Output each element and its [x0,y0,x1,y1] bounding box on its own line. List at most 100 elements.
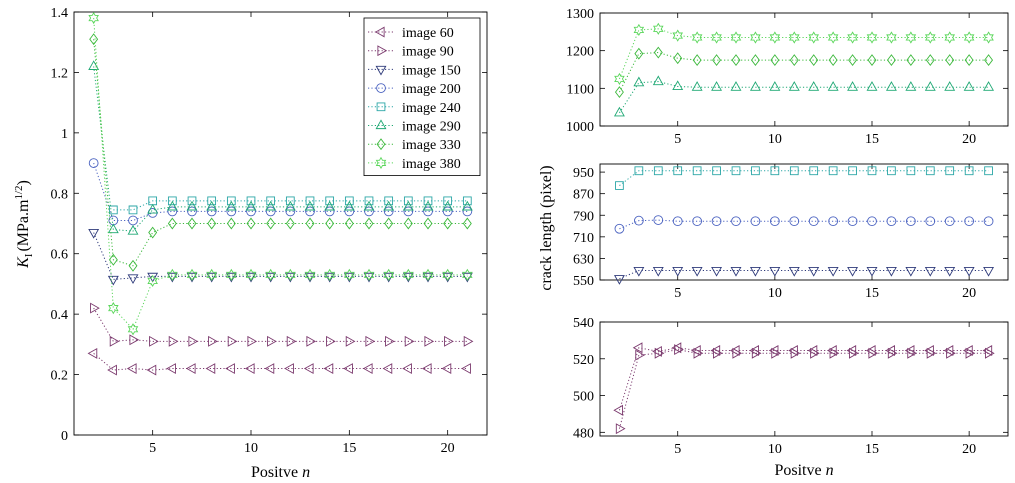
data-point [770,54,780,67]
data-point [924,266,936,277]
data-point [362,363,373,374]
data-point [925,216,936,227]
data-point [188,335,199,347]
data-point [285,268,296,281]
series-line [93,232,468,280]
data-point [652,345,662,357]
data-point [324,206,335,217]
data-point [985,347,995,359]
data-point [207,196,217,206]
data-point [108,302,119,315]
y-tick-label: 0.4 [51,308,69,323]
data-point [128,215,138,226]
data-point [731,216,741,227]
legend-item: image 290 [368,119,461,135]
data-point [672,80,684,91]
data-point [633,266,645,277]
data-point [424,335,435,347]
data-point [246,206,256,217]
data-point [383,200,395,211]
data-point [827,81,839,91]
data-point [305,196,315,206]
data-point [691,81,703,91]
data-point [442,268,453,281]
data-point [441,363,452,374]
legend-label: image 60 [402,26,454,41]
series-image-90 [90,302,474,347]
data-point [225,363,235,374]
data-point [167,217,177,230]
data-point [246,196,256,206]
data-point [771,347,781,359]
data-point [383,268,394,281]
data-point [323,363,334,374]
data-point [693,347,704,359]
data-point [343,363,353,374]
data-point [964,216,975,227]
data-point [266,196,276,206]
x-tick-label: 15 [865,286,879,301]
data-point [633,76,645,87]
data-point [88,60,100,70]
data-point [963,81,975,91]
legend-marker [375,119,387,130]
data-point [364,206,374,217]
data-point [750,54,760,67]
legend-marker [376,138,386,151]
x-tick-label: 20 [441,441,455,456]
legend-item: image 330 [368,138,461,153]
data-point [653,166,663,176]
data-point [885,345,895,356]
chart-right-top: 5 10 15 20 1000 1100 1200 1300 [566,7,1009,147]
data-point [267,335,277,347]
data-point [107,223,119,234]
data-point [691,31,703,44]
data-point [964,54,974,67]
legend-box [363,17,481,177]
legend-item: image 90 [368,45,454,60]
data-point [672,29,683,42]
data-point [403,217,413,230]
data-point [226,217,236,230]
x-tick-label: 20 [962,132,976,147]
data-point [344,217,354,230]
data-point [365,335,376,347]
data-point [88,11,99,25]
series-right-middle-2 [615,166,993,190]
data-point [751,166,760,176]
data-point [847,81,859,91]
data-point [265,268,276,281]
data-point [926,347,937,359]
x-tick-label: 15 [865,132,879,147]
data-point [634,47,644,60]
series-line [618,349,989,429]
data-point [384,196,394,206]
data-point [691,345,701,356]
data-point [128,259,138,272]
data-point [943,345,954,356]
data-point [443,196,453,206]
x-tick-label: 10 [768,286,782,301]
data-point [691,266,703,277]
data-point [983,31,994,44]
data-point [344,268,355,281]
data-point [186,200,198,211]
data-point [382,363,393,374]
data-point [128,205,138,215]
data-point [906,54,916,67]
legend-marker [376,83,386,93]
y-tick-label: 790 [573,209,594,224]
chart-right-middle: 5 10 15 20 550 630 710 790 870 950 crack length (p… [538,163,1009,301]
data-point [402,200,414,211]
data-point [905,81,917,91]
legend-item: image 380 [368,156,461,172]
data-point [88,228,100,239]
legend: image 60 image 90 image 150 image 200 image … [363,17,481,177]
legend-label: image 330 [402,138,461,153]
data-point [866,81,878,91]
data-point [632,342,643,354]
x-axis-label: Positve n [774,462,833,479]
data-point [749,345,759,356]
data-point [89,33,99,46]
data-point [827,345,837,356]
